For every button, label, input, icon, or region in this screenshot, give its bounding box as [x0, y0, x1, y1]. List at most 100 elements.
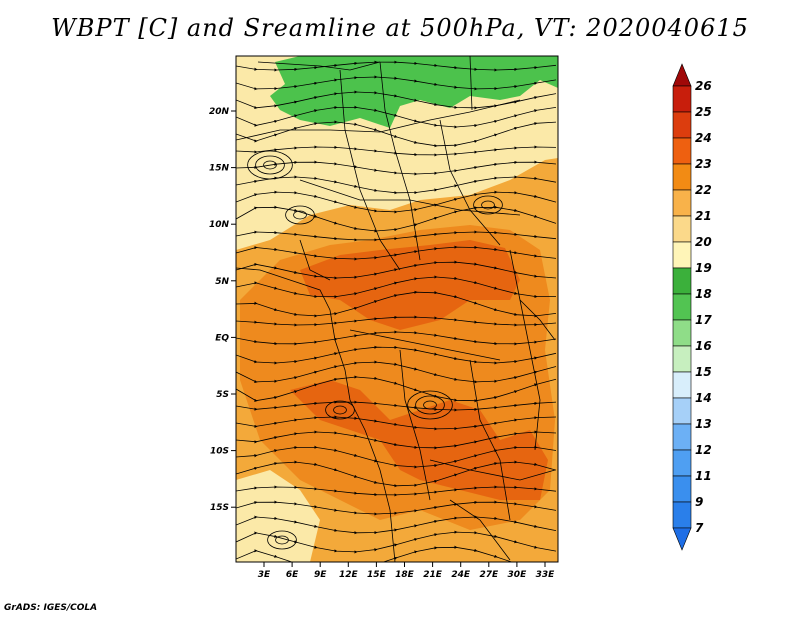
lon-tick-label: 27E	[479, 570, 499, 580]
lon-tick-label: 3E	[258, 570, 271, 580]
streamline	[236, 500, 557, 516]
streamline	[236, 160, 557, 176]
colorbar-swatch	[672, 267, 692, 295]
vortex-ring	[285, 205, 315, 225]
colorbar-swatch	[672, 397, 692, 425]
colorbar-label: 20	[695, 235, 712, 249]
colorbar-swatch	[672, 241, 692, 269]
lat-tick-label: 15N	[209, 164, 230, 174]
streamline	[236, 245, 557, 261]
colorbar-top-arrow	[672, 63, 692, 87]
lon-tick-label: 21E	[423, 570, 443, 580]
map-frame	[235, 55, 559, 563]
lat-tick-label: 5N	[215, 277, 229, 287]
lat-tick-label: 10S	[210, 447, 229, 457]
colorbar-label: 12	[695, 443, 712, 457]
colorbar-label: 22	[695, 183, 712, 197]
vortex-ring	[267, 530, 297, 550]
credit-text: GrADS: IGES/COLA	[4, 603, 98, 613]
colorbar-label: 7	[695, 521, 704, 535]
streamline	[236, 485, 557, 497]
colorbar-swatch	[672, 371, 692, 399]
vortex-ring	[333, 405, 347, 415]
streamlines	[236, 60, 557, 562]
colorbar-label: 25	[695, 105, 712, 119]
colorbar-swatch	[672, 111, 692, 139]
colorbar-swatch	[672, 501, 692, 529]
lat-tick-label: 20N	[209, 107, 230, 117]
vortex-ring	[275, 535, 289, 545]
colorbar-label: 18	[695, 287, 712, 301]
colorbar-label: 9	[695, 495, 703, 509]
lon-tick-label: 9E	[314, 570, 327, 580]
streamline	[236, 315, 557, 327]
vortex-ring	[293, 210, 307, 220]
colorbar-label: 13	[695, 417, 712, 431]
colorbar-label: 19	[695, 261, 712, 275]
streamline	[236, 105, 557, 129]
colorbar-swatch	[672, 293, 692, 321]
streamline	[236, 145, 557, 157]
colorbar-swatch	[672, 319, 692, 347]
colorbar-swatch	[672, 163, 692, 191]
streamline	[236, 330, 557, 346]
vortex-ring	[247, 150, 293, 180]
colorbar-swatch	[672, 215, 692, 243]
vortex-ring	[473, 195, 503, 215]
vortex-ring	[481, 200, 495, 210]
lon-tick-label: 6E	[286, 570, 299, 580]
lat-tick-label: 15S	[210, 503, 229, 513]
streamline	[236, 75, 557, 91]
colorbar-swatch	[672, 423, 692, 451]
colorbar-label: 26	[695, 79, 712, 93]
streamline	[236, 415, 557, 431]
longitude-axis: 3E 6E 9E 12E 15E 18E 21E 24E 27E 30E 33E	[258, 562, 555, 580]
streamline	[236, 290, 557, 318]
streamline	[236, 530, 557, 554]
streamline	[236, 60, 557, 72]
lat-tick-label: 5S	[216, 390, 229, 400]
vortex-ring	[415, 395, 445, 415]
colorbar-bottom-arrow	[672, 527, 692, 551]
vortex-ring	[263, 160, 277, 170]
lon-tick-label: 18E	[395, 570, 415, 580]
vortex-ring	[407, 390, 453, 420]
colorbar-swatch	[672, 189, 692, 217]
colorbar-label: 16	[695, 339, 712, 353]
streamline	[236, 375, 557, 403]
streamline	[236, 90, 557, 110]
streamline	[236, 120, 557, 148]
latitude-axis: 20N 15N 10N 5N EQ 5S 10S 15S	[209, 107, 236, 513]
colorbar-label: 17	[695, 313, 712, 327]
wbpt-field	[236, 56, 558, 562]
streamline	[236, 260, 557, 280]
streamline	[236, 400, 557, 412]
lon-tick-label: 30E	[508, 570, 528, 580]
streamline	[236, 230, 557, 242]
streamline	[236, 515, 557, 535]
colorbar-swatch	[672, 85, 692, 113]
colorbar-label: 21	[695, 209, 712, 223]
streamline	[236, 430, 557, 450]
lon-tick-label: 24E	[451, 570, 471, 580]
colorbar-label: 24	[695, 131, 712, 145]
colorbar-swatch	[672, 345, 692, 373]
colorbar-swatch	[672, 137, 692, 165]
vortex-ring	[255, 155, 285, 175]
vortex-ring	[325, 400, 355, 420]
vortex-ring	[423, 400, 437, 410]
colorbar-swatch	[672, 475, 692, 503]
lon-tick-label: 15E	[367, 570, 387, 580]
lon-tick-label: 12E	[339, 570, 359, 580]
colorbar-label: 14	[695, 391, 712, 405]
colorbar-label: 23	[695, 157, 712, 171]
chart-title: WBPT [C] and Sreamline at 500hPa, VT: 20…	[51, 14, 749, 42]
colorbar-label: 11	[695, 469, 712, 483]
lat-tick-label: 10N	[209, 220, 230, 230]
colorbar-label: 15	[695, 365, 712, 379]
streamline	[236, 205, 557, 233]
lon-tick-label: 33E	[536, 570, 556, 580]
colorbar-swatch	[672, 449, 692, 477]
streamline	[236, 545, 538, 562]
